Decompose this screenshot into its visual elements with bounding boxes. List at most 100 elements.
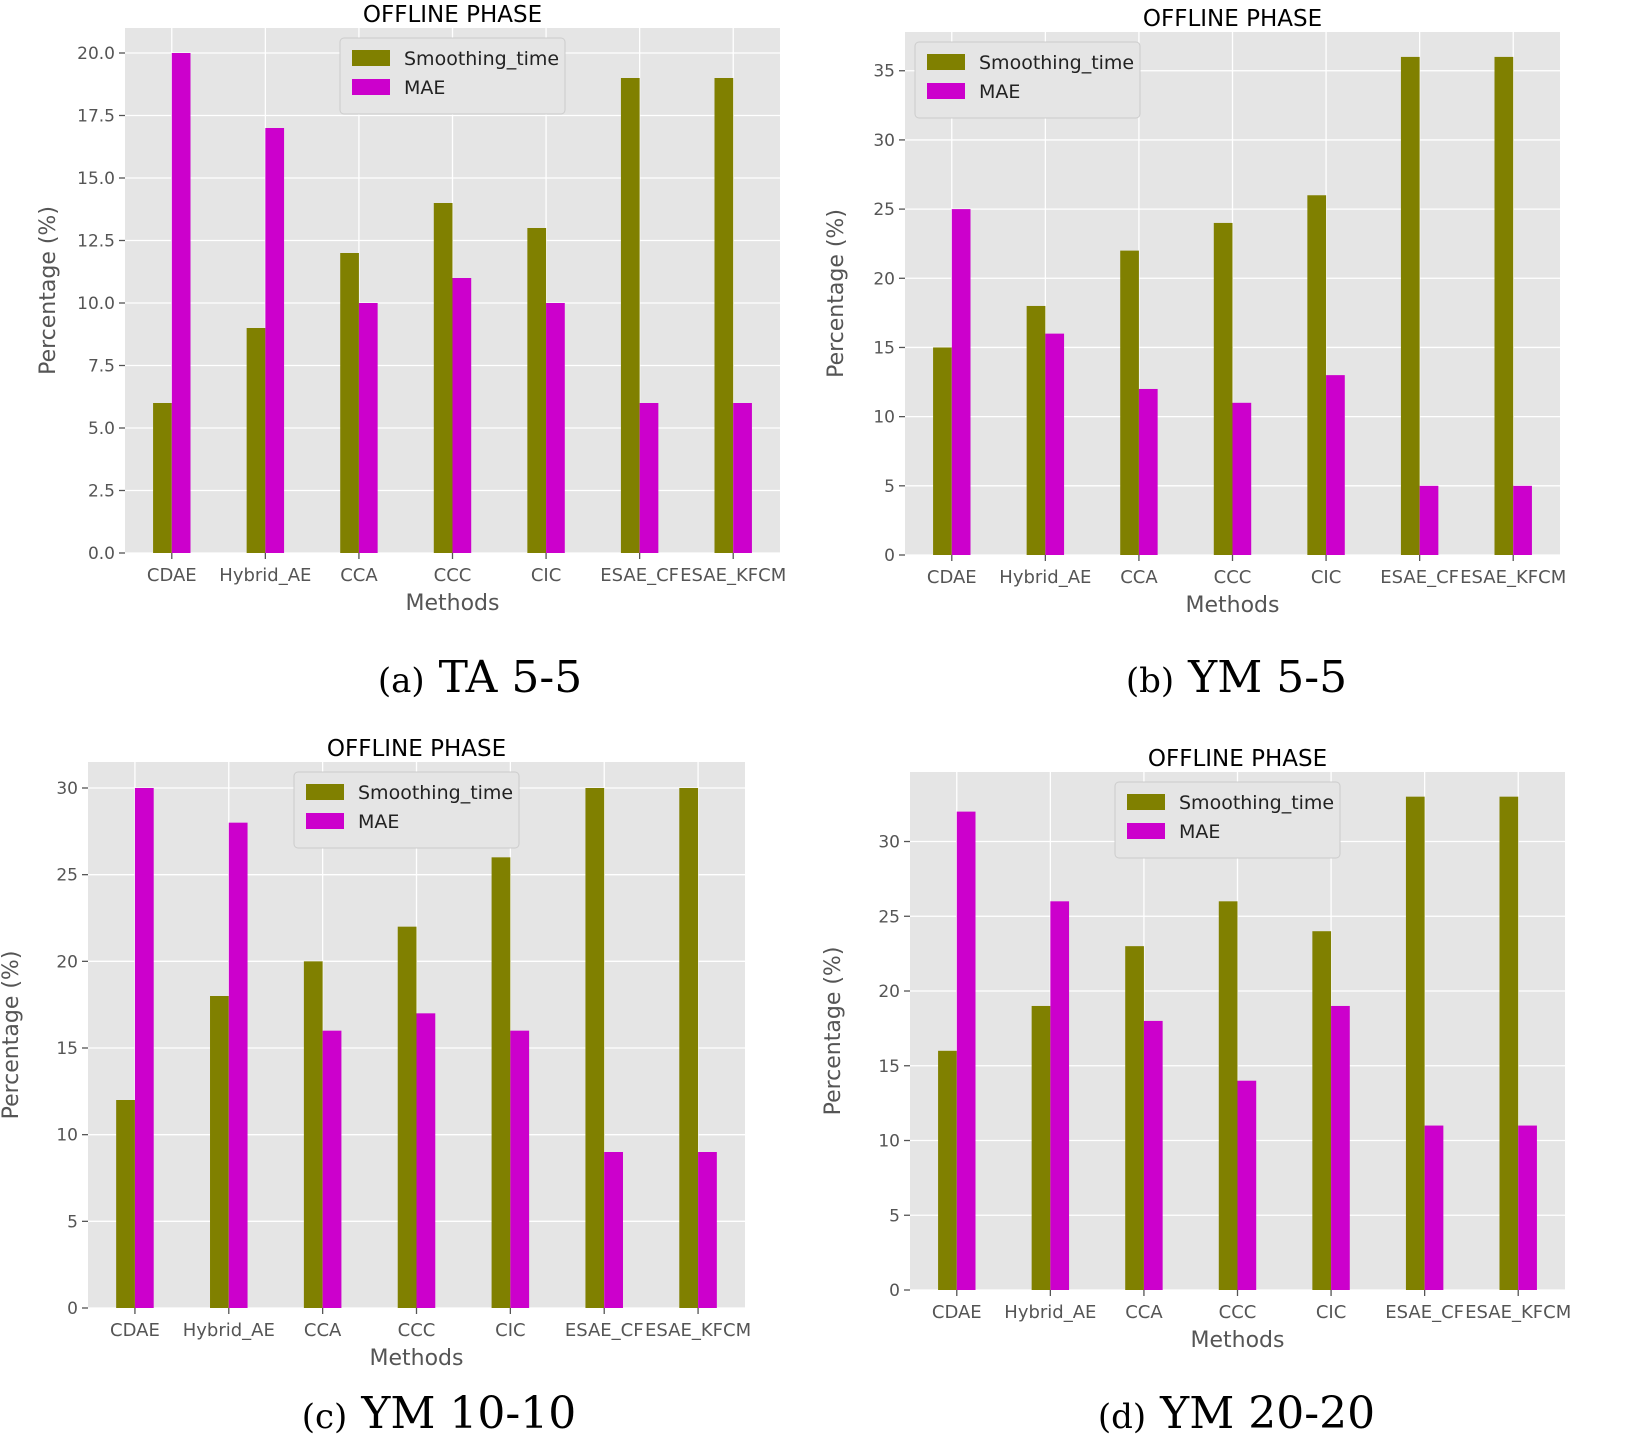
legend-label-smoothing-time: Smoothing_time [979, 52, 1134, 74]
caption-d-label: (d) [1097, 1397, 1147, 1437]
xtick-label: CCC [434, 565, 472, 586]
xtick-label: CDAE [927, 567, 977, 588]
bar-smoothing-time-ccc [397, 926, 417, 1308]
bar-smoothing-time-cca [340, 253, 359, 553]
bar-mae-ccc [1232, 402, 1252, 555]
bar-smoothing-time-esae-kfcm [679, 788, 699, 1308]
caption-a-label: (a) [377, 661, 425, 701]
ytick-label: 30 [56, 779, 78, 799]
x-axis-label: Methods [370, 1346, 464, 1371]
legend-swatch-smoothing-time [1127, 794, 1165, 810]
xtick-label: Hybrid_AE [183, 1320, 275, 1341]
ytick-label: 5 [884, 477, 895, 497]
caption-b-label: (b) [1125, 661, 1175, 701]
bar-smoothing-time-cca [1125, 946, 1144, 1290]
xtick-label: ESAE_KFCM [1465, 1302, 1571, 1323]
bar-mae-hybrid-ae [1050, 901, 1070, 1290]
chart-panel-c: 0 5 10 15 20 25 30 CDAE Hybrid_AE CCA CCC CIC ESAE_C… [0, 736, 800, 1371]
legend-swatch-mae [1127, 823, 1165, 839]
ytick-label: 20 [878, 982, 900, 1002]
xtick-label: Hybrid_AE [999, 567, 1091, 588]
legend-label-smoothing-time: Smoothing_time [358, 782, 513, 804]
caption-c-text: YM 10-10 [361, 1388, 577, 1439]
ytick-label: 17.5 [77, 107, 115, 127]
bar-chart-d: 0 5 10 15 20 25 30 CDAE Hybrid_AE CCA CCC CIC ESAE_C… [821, 746, 1571, 1353]
ytick-label: 10 [878, 1132, 900, 1152]
xtick-label: CIC [1311, 567, 1341, 588]
bar-smoothing-time-cic [491, 857, 511, 1308]
ytick-label: 20 [873, 269, 895, 289]
bar-smoothing-time-esae-cf [620, 78, 640, 553]
ytick-label: 0 [884, 546, 895, 566]
xtick-label: CCA [304, 1320, 342, 1341]
caption-c: (c) YM 10-10 [0, 1388, 878, 1439]
caption-d: (d) YM 20-20 [830, 1388, 1643, 1439]
bar-smoothing-time-ccc [1218, 901, 1238, 1290]
bar-mae-esae-kfcm [1513, 485, 1532, 555]
bar-mae-cdae [951, 209, 971, 555]
legend-box [293, 771, 520, 849]
bar-mae-hybrid-ae [228, 822, 248, 1308]
xtick-label: CDAE [932, 1302, 982, 1323]
bar-smoothing-time-hybrid-ae [1026, 305, 1046, 555]
caption-a-text: TA 5-5 [438, 652, 583, 703]
bar-mae-ccc [1237, 1080, 1257, 1290]
grid [905, 32, 1560, 556]
legend: Smoothing_time MAE [339, 37, 566, 115]
bar-mae-cca [358, 303, 378, 553]
bar-mae-esae-cf [639, 403, 659, 553]
bar-mae-hybrid-ae [1045, 333, 1065, 555]
ytick-label: 5 [67, 1212, 78, 1232]
legend-box [1114, 781, 1341, 859]
legend-swatch-mae [306, 813, 344, 829]
ytick-label: 25 [878, 907, 900, 927]
bar-mae-hybrid-ae [265, 128, 285, 553]
legend-swatch-smoothing-time [927, 54, 965, 70]
bar-smoothing-time-esae-cf [1400, 56, 1420, 556]
chart-title: OFFLINE PHASE [1148, 746, 1327, 772]
y-axis-label: Percentage (%) [821, 947, 846, 1116]
bar-smoothing-time-esae-kfcm [714, 78, 734, 553]
xtick-label: CIC [531, 565, 561, 586]
x-axis-label: Methods [1186, 593, 1280, 618]
bar-smoothing-time-hybrid-ae [210, 996, 229, 1308]
bar-mae-ccc [416, 1013, 436, 1308]
chart-panel-b: 0 5 10 15 20 25 30 35 CDAE Hybrid_AE CCA CCC CIC ESAE… [824, 0, 1643, 618]
xtick-label: ESAE_CF [1380, 567, 1459, 588]
bar-smoothing-time-cdae [938, 1050, 957, 1290]
bar-chart-a: 0.0 2.5 5.0 7.5 10.0 12.5 15.0 17.5 20.0 CDAE Hybr… [36, 2, 786, 616]
ytick-label: 5.0 [88, 419, 115, 439]
bar-smoothing-time-hybrid-ae [1031, 1005, 1051, 1290]
legend-label-mae: MAE [404, 77, 445, 99]
xtick-label: CIC [495, 1320, 525, 1341]
xtick-label: CCC [1214, 567, 1252, 588]
bar-smoothing-time-cdae [933, 347, 952, 555]
legend: Smoothing_time MAE [1114, 781, 1341, 859]
ytick-label: 20 [56, 952, 78, 972]
caption-c-label: (c) [301, 1397, 348, 1437]
ytick-label: 0 [67, 1299, 78, 1319]
bar-mae-cca [1143, 1020, 1163, 1290]
ytick-label: 0.0 [88, 544, 115, 564]
ytick-label: 15.0 [77, 169, 115, 189]
bar-smoothing-time-esae-cf [1405, 796, 1425, 1290]
xtick-label: CCC [398, 1320, 436, 1341]
bar-mae-esae-cf [1424, 1125, 1444, 1290]
xtick-label: ESAE_CF [1385, 1302, 1464, 1323]
chart-title: OFFLINE PHASE [1143, 6, 1322, 32]
ytick-label: 15 [873, 338, 895, 358]
legend-swatch-mae [927, 83, 965, 99]
xtick-label: CCA [1120, 567, 1158, 588]
ytick-label: 0 [889, 1281, 900, 1301]
xtick-label: Hybrid_AE [1004, 1302, 1096, 1323]
caption-b: (b) YM 5-5 [830, 652, 1643, 703]
legend-box [914, 41, 1141, 119]
bar-mae-cdae [134, 788, 154, 1308]
xtick-label: Hybrid_AE [219, 565, 311, 586]
ytick-label: 2.5 [88, 482, 115, 502]
ytick-label: 25 [873, 200, 895, 220]
legend-label-smoothing-time: Smoothing_time [404, 48, 559, 70]
bar-smoothing-time-esae-kfcm [1499, 796, 1519, 1290]
bar-smoothing-time-cdae [153, 403, 172, 553]
bar-mae-cca [322, 1030, 342, 1308]
